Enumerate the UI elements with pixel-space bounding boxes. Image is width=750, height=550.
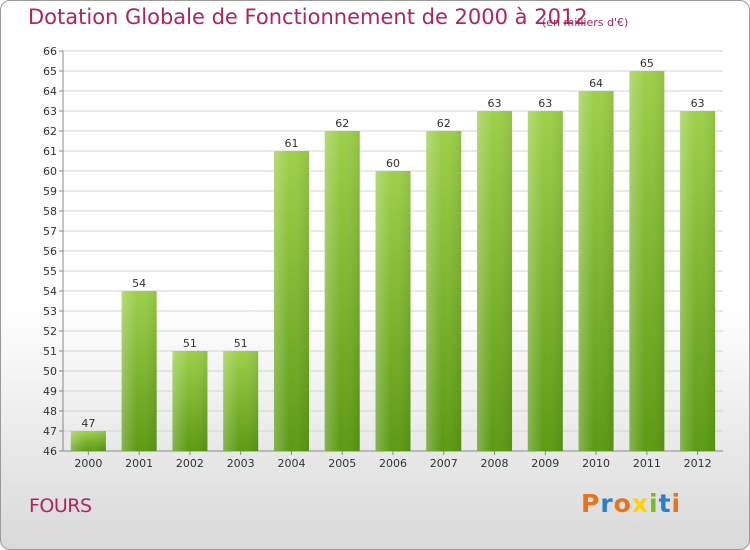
y-tick-label: 53 — [43, 305, 57, 318]
logo-letter: o — [613, 489, 632, 518]
y-tick-label: 47 — [43, 425, 57, 438]
bar-shine — [680, 111, 716, 451]
logo-letter: r — [600, 489, 614, 518]
value-label-2006: 60 — [386, 157, 400, 170]
y-tick-label: 57 — [43, 225, 57, 238]
commune-name: FOURS — [29, 495, 92, 517]
y-tick-label: 54 — [43, 285, 57, 298]
y-tick-label: 46 — [43, 445, 57, 458]
y-tick-label: 56 — [43, 245, 57, 258]
bar-shine — [629, 71, 665, 451]
x-tick-label-2008: 2008 — [481, 457, 509, 470]
logo-letter: i — [671, 489, 682, 518]
value-label-2009: 63 — [538, 97, 552, 110]
proxiti-logo[interactable]: Proxiti — [581, 489, 681, 518]
y-tick-label: 64 — [43, 85, 57, 98]
x-tick-label-2001: 2001 — [125, 457, 153, 470]
x-tick-label-2010: 2010 — [582, 457, 610, 470]
logo-letter: x — [631, 489, 649, 518]
y-tick-label: 61 — [43, 145, 57, 158]
x-tick-label-2003: 2003 — [227, 457, 255, 470]
x-tick-label-2000: 2000 — [74, 457, 102, 470]
bar-shine — [578, 91, 614, 451]
bar-shine — [375, 171, 411, 451]
value-label-2005: 62 — [335, 117, 349, 130]
y-tick-label: 62 — [43, 125, 57, 138]
x-tick-label-2012: 2012 — [684, 457, 712, 470]
x-tick-label-2002: 2002 — [176, 457, 204, 470]
y-tick-label: 63 — [43, 105, 57, 118]
x-tick-label-2004: 2004 — [277, 457, 305, 470]
y-tick-label: 49 — [43, 385, 57, 398]
y-tick-label: 60 — [43, 165, 57, 178]
bar-shine — [273, 151, 309, 451]
logo-letter: i — [649, 489, 659, 518]
y-tick-label: 58 — [43, 205, 57, 218]
value-label-2012: 63 — [691, 97, 705, 110]
x-tick-label-2009: 2009 — [531, 457, 559, 470]
y-tick-label: 65 — [43, 65, 57, 78]
bar-shine — [121, 291, 157, 451]
bar-shine — [527, 111, 563, 451]
y-tick-label: 48 — [43, 405, 57, 418]
x-axis: 2000 2001 2002 2003 2004 2005 2006 2007 2008 2009… — [74, 451, 712, 470]
y-tick-label: 52 — [43, 325, 57, 338]
value-label-2007: 62 — [437, 117, 451, 130]
bars: 47 54 51 51 61 62 60 62 63 63 64 65 63 — [70, 57, 716, 451]
bar-shine — [324, 131, 360, 451]
y-tick-label: 51 — [43, 345, 57, 358]
y-tick-label: 50 — [43, 365, 57, 378]
y-tick-label: 59 — [43, 185, 57, 198]
y-tick-label: 55 — [43, 265, 57, 278]
x-tick-label-2005: 2005 — [328, 457, 356, 470]
logo-letter: P — [581, 489, 601, 518]
value-label-2001: 54 — [132, 277, 146, 290]
value-label-2002: 51 — [183, 337, 197, 350]
logo-letter: t — [658, 489, 672, 518]
x-tick-label-2007: 2007 — [430, 457, 458, 470]
bar-shine — [223, 351, 259, 451]
bar-shine — [477, 111, 513, 451]
y-tick-label: 66 — [43, 45, 57, 58]
bar-shine — [426, 131, 462, 451]
value-label-2000: 47 — [81, 417, 95, 430]
value-label-2010: 64 — [589, 77, 603, 90]
bar-shine — [70, 431, 106, 451]
chart-title: Dotation Globale de Fonctionnement de 20… — [28, 5, 588, 29]
x-tick-label-2006: 2006 — [379, 457, 407, 470]
value-label-2003: 51 — [234, 337, 248, 350]
chart-unit: (en milliers d'€) — [542, 16, 629, 29]
value-label-2008: 63 — [488, 97, 502, 110]
bar-shine — [172, 351, 208, 451]
value-label-2004: 61 — [284, 137, 298, 150]
value-label-2011: 65 — [640, 57, 654, 70]
x-tick-label-2011: 2011 — [633, 457, 661, 470]
